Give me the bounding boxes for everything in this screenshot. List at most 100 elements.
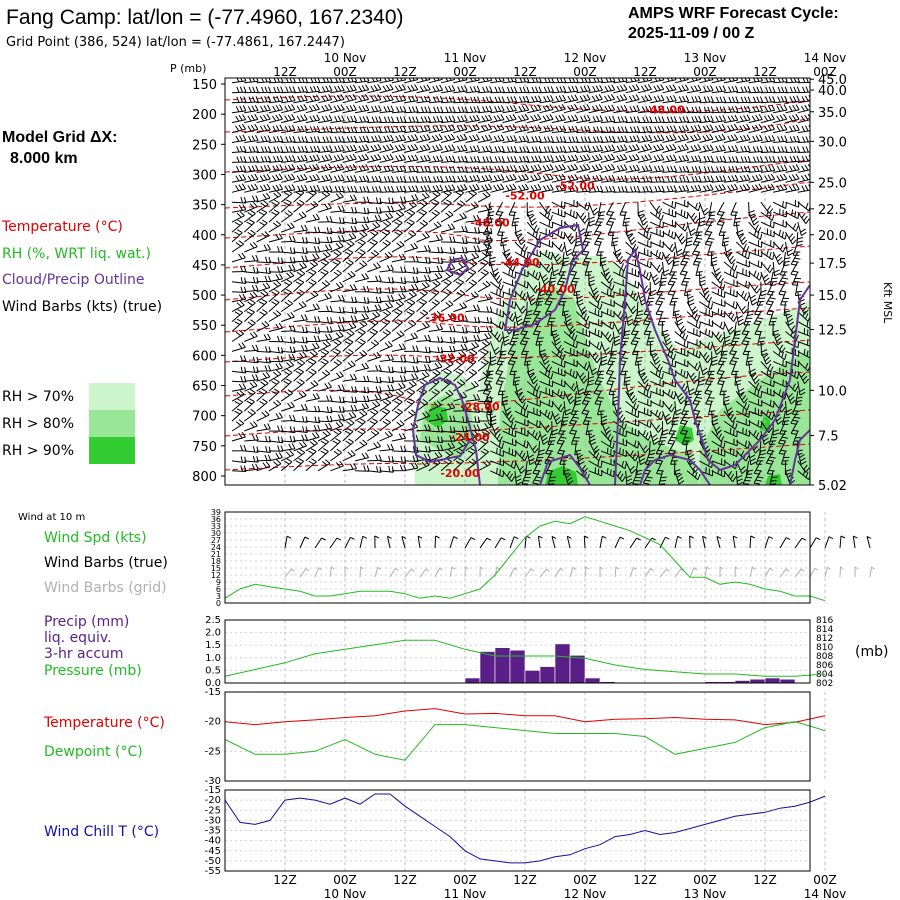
wind-barb bbox=[416, 106, 431, 114]
wind-barb bbox=[600, 84, 616, 94]
wind-barb bbox=[231, 229, 243, 243]
wind-barb bbox=[330, 413, 345, 422]
wind-barb bbox=[760, 201, 774, 214]
wind-barb bbox=[649, 369, 664, 380]
wind-barb bbox=[551, 241, 565, 253]
precip-bar bbox=[554, 643, 571, 684]
bottom-time-tick-label: 00Z bbox=[453, 873, 477, 887]
pressure-right-tick-label: 804 bbox=[816, 670, 833, 680]
wind-barb bbox=[293, 426, 308, 433]
bottom-time-tick-label: 12Z bbox=[393, 873, 417, 887]
wind-barb bbox=[244, 291, 258, 303]
chill-tick-label: -30 bbox=[205, 815, 221, 826]
wind-barb bbox=[662, 349, 677, 361]
wind-barb bbox=[305, 458, 317, 472]
wind-barb bbox=[391, 143, 406, 153]
wind-barb bbox=[318, 227, 333, 235]
cross-section-body bbox=[225, 78, 810, 485]
cloud-outline-5 bbox=[639, 453, 711, 485]
surface-wind-barb-grid bbox=[359, 566, 364, 578]
wind-barb bbox=[465, 96, 481, 104]
wind-barb bbox=[594, 371, 604, 386]
wind-barb bbox=[612, 261, 627, 272]
wind-barb bbox=[748, 221, 762, 233]
wind-barb bbox=[379, 153, 394, 163]
wind-barb bbox=[569, 251, 580, 266]
wind-barb bbox=[379, 185, 395, 193]
top-time-tick-label: 00Z bbox=[813, 65, 837, 79]
legend-wind10m: Wind at 10 m bbox=[18, 512, 85, 523]
wind-barb bbox=[723, 78, 739, 84]
precip-bar bbox=[569, 654, 586, 684]
wind-barb bbox=[711, 85, 727, 94]
wind-barb bbox=[551, 86, 567, 94]
wind-barb bbox=[403, 201, 417, 213]
wind-barb bbox=[490, 156, 505, 163]
wind-barb bbox=[527, 146, 542, 153]
wind-barb bbox=[354, 328, 366, 342]
wind-barb bbox=[698, 212, 706, 227]
wind-barb bbox=[600, 458, 615, 467]
wind-barb bbox=[662, 241, 676, 253]
wind-barb bbox=[305, 125, 321, 134]
wind-barb bbox=[790, 251, 801, 266]
wind-barb bbox=[305, 358, 317, 372]
wind-barb bbox=[514, 241, 528, 253]
wind-barb bbox=[391, 330, 405, 342]
wind-barb bbox=[699, 450, 713, 461]
wind-barb bbox=[514, 470, 523, 485]
wind-barb bbox=[711, 183, 726, 193]
wind-barb bbox=[428, 246, 444, 254]
wind-barb bbox=[305, 189, 317, 203]
wind-barb bbox=[674, 321, 687, 334]
wind-barb bbox=[379, 398, 392, 412]
surface-wind-barb-grid bbox=[539, 568, 550, 578]
wind-barb bbox=[630, 331, 641, 346]
wind-barb bbox=[305, 335, 321, 342]
wind-barb bbox=[305, 85, 321, 94]
wind-barb bbox=[706, 241, 715, 256]
wind-barb bbox=[649, 409, 664, 421]
wind-barb bbox=[317, 348, 330, 362]
wind-barb bbox=[650, 105, 665, 114]
wind-barb bbox=[281, 136, 296, 143]
wind-barb bbox=[539, 430, 549, 445]
wind-barb bbox=[354, 286, 370, 293]
wind-barb bbox=[330, 438, 341, 452]
wind-barb bbox=[687, 95, 702, 104]
wind-barb bbox=[705, 390, 715, 406]
wind-barb bbox=[711, 341, 722, 356]
wind-barb bbox=[699, 301, 714, 310]
top-time-tick-label: 00Z bbox=[333, 65, 357, 79]
surface-wind-barb-true bbox=[716, 535, 722, 549]
wind-barb bbox=[748, 123, 763, 134]
wind-barb bbox=[642, 470, 653, 485]
wind-barb bbox=[403, 409, 417, 422]
wind-barb bbox=[305, 303, 320, 313]
wind-barb bbox=[342, 84, 357, 94]
surface-wind-barb-true bbox=[314, 537, 326, 549]
wind-barb bbox=[699, 175, 714, 183]
precip-tick-label: 0.5 bbox=[205, 665, 221, 676]
wind-barb bbox=[721, 232, 730, 247]
wind-barb bbox=[379, 125, 395, 134]
wind-barb bbox=[256, 256, 272, 264]
wind-barb bbox=[760, 220, 775, 229]
wind-barb bbox=[699, 341, 713, 351]
wind-barb bbox=[416, 460, 430, 472]
wind-tick-label: 9 bbox=[216, 578, 221, 587]
wind-barb bbox=[760, 78, 776, 84]
wind-barb bbox=[268, 378, 280, 392]
height-tick-label: 45.0 bbox=[818, 73, 847, 88]
wind-barb bbox=[317, 202, 332, 213]
wind-barb bbox=[753, 470, 764, 485]
wind-barb bbox=[551, 261, 560, 277]
wind-barb bbox=[318, 174, 333, 183]
wind-barb bbox=[600, 174, 616, 183]
pressure-tick-label: 400 bbox=[192, 229, 217, 244]
wind-barb bbox=[735, 231, 748, 245]
wind-barb bbox=[637, 407, 652, 417]
wind-barb bbox=[760, 361, 774, 373]
wind-barb bbox=[563, 241, 573, 257]
wind-barb bbox=[772, 229, 787, 240]
